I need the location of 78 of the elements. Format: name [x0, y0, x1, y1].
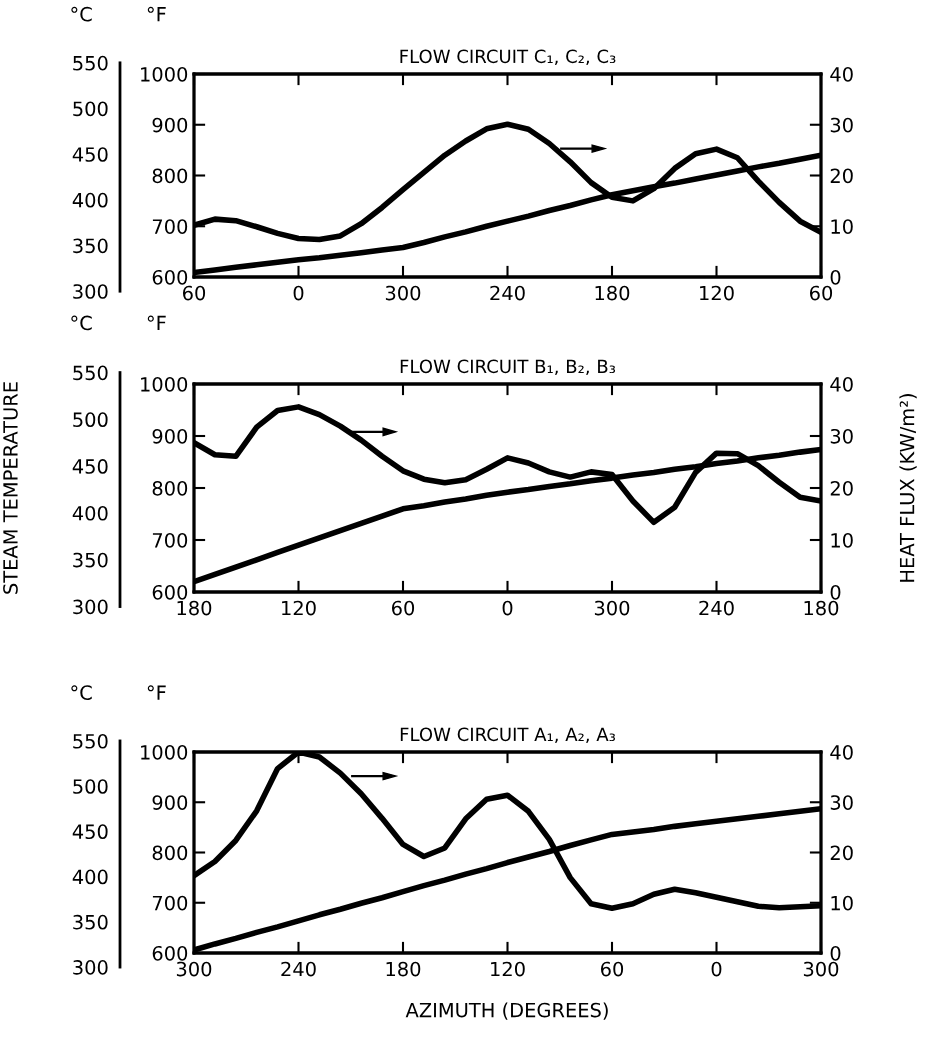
x-tick-label: 120 — [491, 961, 525, 977]
y-tick-label: 600 — [152, 269, 188, 285]
x-tick-label: 180 — [595, 285, 630, 301]
y2-tick-label: 20 — [830, 845, 853, 861]
y3-tick-label: 400 — [72, 505, 108, 521]
x-tick-label: 0 — [711, 961, 722, 977]
y-tick-label: 700 — [152, 219, 188, 234]
x-tick-label: 300 — [594, 600, 630, 616]
y-tick-label: 800 — [152, 168, 188, 184]
x-tick-label: 60 — [809, 285, 833, 301]
x-axis-title: AZIMUTH (DEGREES) — [405, 1002, 608, 1020]
chart-title: FLOW CIRCUIT C₁, C₂, C₃ — [400, 49, 616, 65]
y2-tick-label: 0 — [830, 584, 841, 600]
x-tick-label: 60 — [182, 285, 206, 301]
y-tick-label: 700 — [152, 895, 188, 911]
y3-tick-label: 500 — [73, 779, 108, 794]
y2-tick-label: 30 — [830, 428, 853, 444]
y-tick-label: 900 — [152, 428, 188, 444]
y2-tick-label: 30 — [830, 117, 853, 133]
x-tick-label: 180 — [386, 961, 421, 977]
text: STEAM TEMPERATURE — [3, 382, 18, 594]
y3-tick-label: 550 — [73, 55, 108, 71]
y-axis-title: °F — [147, 315, 166, 331]
y3-axis-title: °C — [71, 315, 92, 331]
y3-tick-label: 400 — [72, 869, 108, 885]
y-tick-label: 1000 — [141, 744, 188, 760]
y-tick-label: 900 — [152, 795, 188, 810]
y-tick-label: 700 — [152, 532, 188, 548]
y3-tick-label: 550 — [73, 733, 108, 749]
y3-tick-label: 500 — [73, 101, 108, 117]
y3-tick-label: 450 — [72, 459, 108, 474]
y3-axis-title: °C — [71, 6, 92, 22]
x-tick-label: 180 — [177, 600, 212, 616]
y3-tick-label: 450 — [72, 824, 108, 840]
y3-tick-label: 350 — [73, 238, 108, 254]
y2-tick-label: 40 — [830, 66, 853, 82]
x-tick-label: 300 — [803, 961, 839, 977]
y-tick-label: 600 — [152, 945, 188, 961]
y-axis-title: °F — [147, 685, 166, 700]
x-tick-label: 240 — [281, 961, 316, 977]
y-tick-label: 800 — [152, 845, 188, 861]
x-tick-label: 120 — [700, 285, 734, 301]
x-tick-label: 0 — [502, 600, 513, 616]
x-tick-label: 300 — [176, 961, 212, 977]
y3-tick-label: 550 — [73, 365, 108, 381]
y-axis-title: °F — [147, 6, 166, 22]
y2-axis-title: HEAT FLUX (KW/m²) — [899, 394, 917, 582]
y3-axis-title: °C — [71, 685, 92, 700]
y-tick-label: 600 — [152, 584, 188, 600]
y2-tick-label: 20 — [830, 168, 853, 184]
chart-title: FLOW CIRCUIT A₁, A₂, A₃ — [400, 727, 615, 743]
x-tick-label: 60 — [600, 961, 624, 977]
chart-title: FLOW CIRCUIT B₁, B₂, B₃ — [400, 359, 616, 375]
y3-tick-label: 450 — [72, 147, 108, 162]
y2-tick-label: 0 — [830, 945, 841, 961]
y3-tick-label: 350 — [73, 914, 108, 930]
y2-tick-label: 0 — [830, 269, 841, 285]
y2-tick-label: 20 — [830, 480, 853, 496]
y-tick-label: 900 — [152, 117, 188, 133]
y2-tick-label: 10 — [831, 532, 853, 548]
y2-tick-label: 40 — [830, 376, 853, 392]
y-tick-label: 800 — [152, 480, 188, 496]
y3-tick-label: 500 — [73, 412, 108, 428]
y2-tick-label: 10 — [831, 219, 853, 234]
x-tick-label: 0 — [293, 285, 304, 301]
y2-tick-label: 10 — [831, 895, 853, 911]
y3-tick-label: 400 — [72, 192, 108, 208]
x-tick-label: 240 — [699, 600, 734, 616]
y2-tick-label: 30 — [830, 795, 853, 810]
y-tick-label: 1000 — [141, 376, 188, 392]
x-tick-label: 120 — [282, 600, 316, 616]
x-tick-label: 300 — [385, 285, 421, 301]
x-tick-label: 180 — [804, 600, 839, 616]
x-tick-label: 60 — [391, 600, 415, 616]
x-tick-label: 240 — [490, 285, 525, 301]
y2-tick-label: 40 — [830, 744, 853, 760]
y3-tick-label: 350 — [73, 552, 108, 568]
y-tick-label: 1000 — [141, 66, 188, 82]
